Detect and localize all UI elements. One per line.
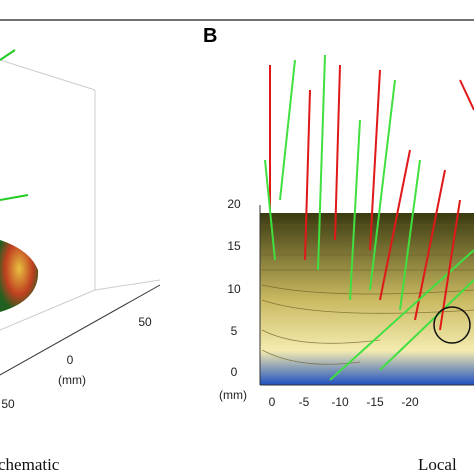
panel-b: B 20 15 10 bbox=[203, 25, 474, 474]
vector bbox=[0, 49, 16, 61]
vectors bbox=[264, 54, 474, 381]
panel-label: B bbox=[203, 25, 217, 47]
y-tick-label: 0 bbox=[231, 365, 238, 379]
y-tick-label: 20 bbox=[227, 197, 241, 211]
tick-label: 0 bbox=[67, 353, 74, 367]
sphere bbox=[0, 240, 39, 312]
vector bbox=[0, 194, 29, 201]
x-tick-label: -10 bbox=[331, 395, 349, 409]
x-tick-label: 0 bbox=[269, 395, 276, 409]
axis bbox=[0, 284, 161, 376]
tick-label: 50 bbox=[138, 315, 152, 329]
x-tick-label: -5 bbox=[299, 395, 310, 409]
box-edges bbox=[0, 59, 161, 331]
tick-label: 50 bbox=[1, 397, 15, 411]
y-tick-label: 15 bbox=[227, 239, 241, 253]
surface bbox=[260, 213, 474, 385]
highlight-circle bbox=[433, 306, 471, 344]
caption: Local bbox=[418, 455, 457, 474]
caption: chematic bbox=[0, 455, 60, 474]
surface-lines bbox=[261, 224, 474, 365]
y-tick-label: 5 bbox=[231, 324, 238, 338]
x-tick-label: -15 bbox=[366, 395, 384, 409]
panel-a: 50 0 (mm) 50 chematic bbox=[0, 49, 161, 474]
x-tick-label: -20 bbox=[401, 395, 419, 409]
y-tick-label: 10 bbox=[227, 282, 241, 296]
axis-unit: (mm) bbox=[58, 373, 86, 387]
axis-unit: (mm) bbox=[219, 388, 247, 402]
